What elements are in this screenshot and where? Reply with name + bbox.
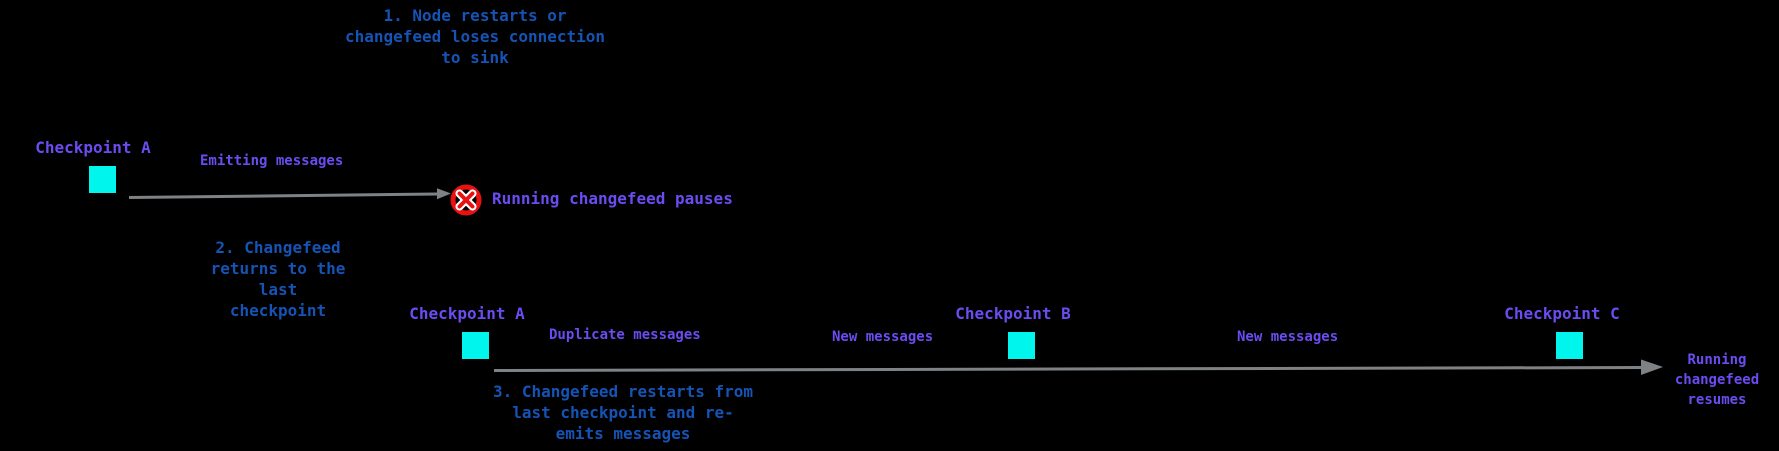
timeline2-new-messages-label-1: New messages [832,329,934,345]
timeline2-arrowhead [1641,359,1663,375]
timeline1-arrow-line [128,192,439,199]
timeline2-duplicate-messages-label: Duplicate messages [549,327,701,343]
timeline2-checkpoint-b-label: Checkpoint B [955,304,1071,323]
timeline2-new-messages-label-2: New messages [1237,329,1339,345]
timeline2-arrow [493,359,1663,375]
timeline1-emitting-messages-label: Emitting messages [200,153,344,169]
step1-annotation: 1. Node restarts or changefeed loses con… [344,6,606,67]
timeline2-checkpoint-c-label: Checkpoint C [1504,304,1620,323]
step2-annotation: 2. Changefeed returns to the last checkp… [210,238,346,320]
timeline1-checkpoint-a-marker [89,166,116,193]
timeline1-arrow [128,188,451,200]
circled-x-icon [450,184,482,216]
step3-annotation: 3. Changefeed restarts from last checkpo… [492,382,754,443]
timeline2-checkpoint-c-marker [1556,332,1583,359]
timeline2-checkpoint-a-marker [462,332,489,359]
timeline2-resume-label: Running changefeed resumes [1674,352,1760,408]
timeline1-arrowhead [437,188,451,200]
timeline2-checkpoint-b-marker [1008,332,1035,359]
timeline2-arrow-line [493,366,1645,372]
timeline1-checkpoint-a-label: Checkpoint A [35,138,151,157]
timeline2-checkpoint-a-label: Checkpoint A [409,304,525,323]
timeline1-pause-label: Running changefeed pauses [492,189,733,208]
circled-x-stroke [457,191,475,209]
